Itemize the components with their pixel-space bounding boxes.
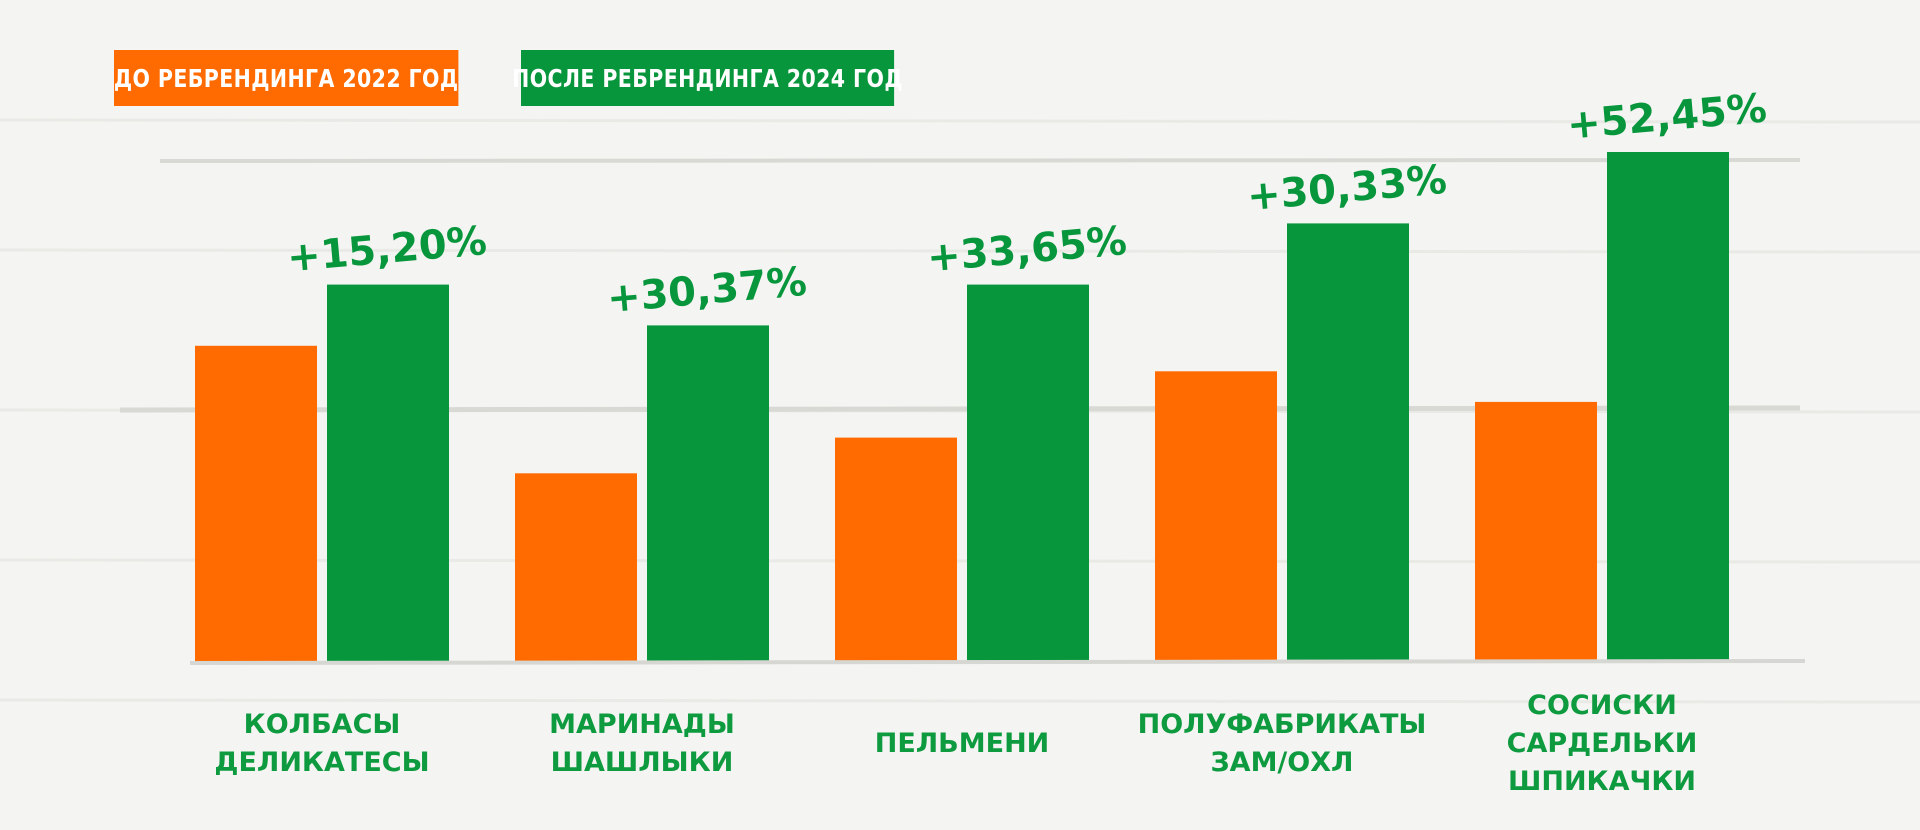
bar-before: [1475, 401, 1597, 662]
data-label: +15,20%: [285, 218, 488, 281]
bar-after: [967, 284, 1089, 662]
data-label: +52,45%: [1565, 85, 1768, 148]
baseline: [189, 659, 1806, 665]
bar-before: [835, 437, 957, 662]
bar-before: [515, 473, 637, 662]
category-label: КОЛБАСЫ ДЕЛИКАТЕСЫ: [214, 709, 429, 778]
data-label: +30,33%: [1245, 157, 1448, 220]
category-label-line: ПОЛУФАБРИКАТЫ: [1138, 709, 1427, 740]
category-label-line: МАРИНАДЫ: [549, 709, 735, 740]
category-label: СОСИСКИ САРДЕЛЬКИ ШПИКАЧКИ: [1507, 690, 1698, 797]
legend-before-2022: ДО РЕБРЕНДИНГА 2022 ГОД: [113, 50, 459, 106]
bars: [189, 152, 1806, 665]
category-label-line: ШПИКАЧКИ: [1508, 766, 1696, 797]
legend-before-label: ДО РЕБРЕНДИНГА 2022 ГОД: [113, 63, 459, 93]
category-label-line: САРДЕЛЬКИ: [1507, 728, 1698, 759]
category-label-line: ЗАМ/ОХЛ: [1210, 747, 1353, 778]
legend-after-2024: ПОСЛЕ РЕБРЕНДИНГА 2024 ГОД: [512, 50, 903, 106]
bar-before: [195, 345, 317, 662]
category-label-line: КОЛБАСЫ: [244, 709, 401, 740]
plank-line: [0, 248, 1920, 254]
category-label-line: ДЕЛИКАТЕСЫ: [214, 747, 429, 778]
category-label: ПОЛУФАБРИКАТЫ ЗАМ/ОХЛ: [1138, 709, 1427, 778]
category-label-line: ПЕЛЬМЕНИ: [875, 728, 1050, 759]
category-label: МАРИНАДЫ ШАШЛЫКИ: [549, 709, 735, 778]
bar-after: [1287, 223, 1409, 662]
bar-after: [647, 325, 769, 662]
data-label: +30,37%: [605, 259, 808, 322]
plank-line: [0, 698, 1920, 704]
board-line-top: [159, 158, 1801, 163]
legend-after-label: ПОСЛЕ РЕБРЕНДИНГА 2024 ГОД: [512, 63, 903, 93]
category-label-line: ШАШЛЫКИ: [551, 747, 734, 778]
category-label-line: СОСИСКИ: [1527, 690, 1677, 721]
bar-after: [1607, 152, 1729, 662]
data-label: +33,65%: [925, 218, 1128, 281]
plank-line: [0, 558, 1920, 564]
bar-after: [327, 284, 449, 662]
category-label: ПЕЛЬМЕНИ: [875, 728, 1050, 759]
plank-line: [0, 118, 1920, 124]
bar-before: [1155, 371, 1277, 662]
